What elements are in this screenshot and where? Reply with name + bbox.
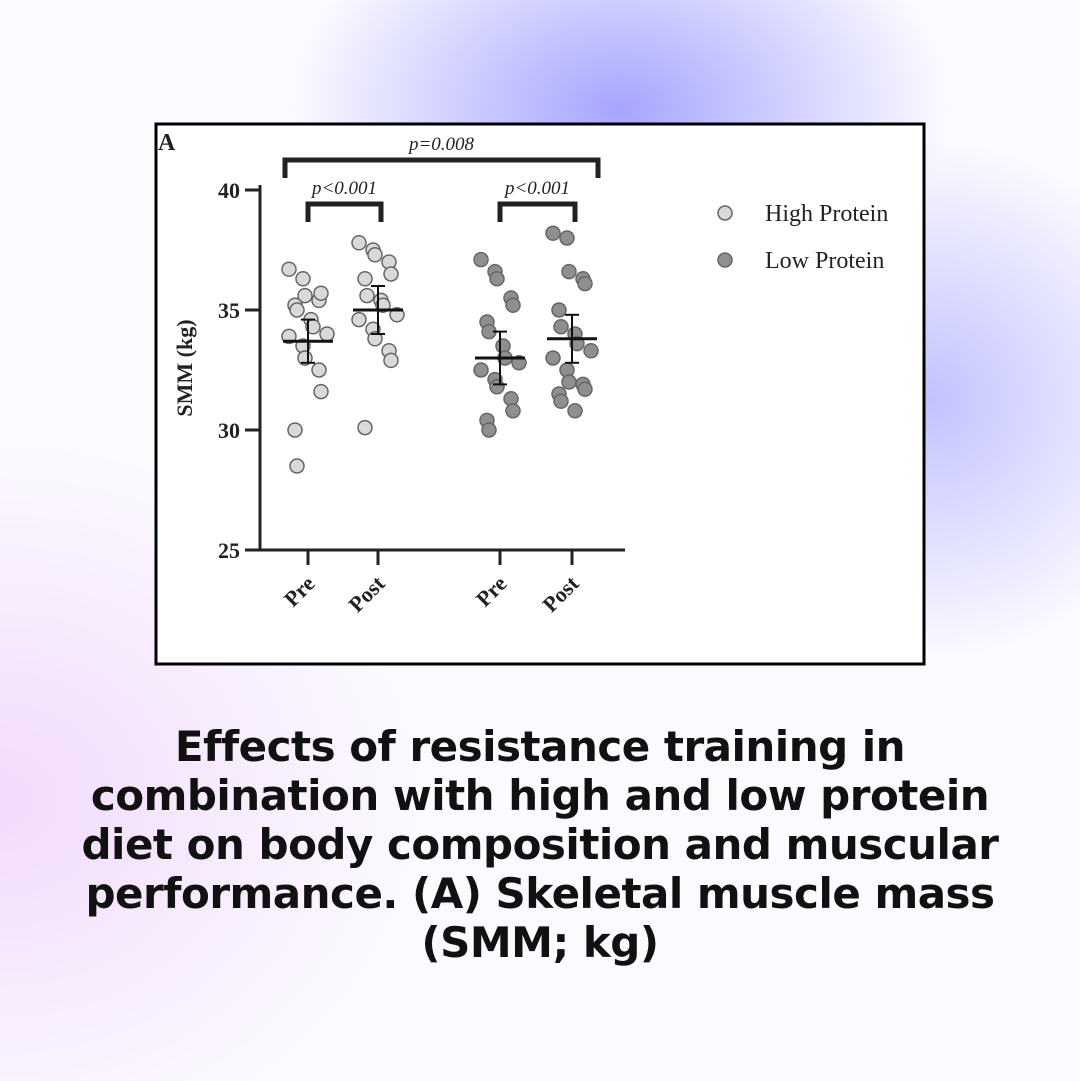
data-point bbox=[505, 297, 521, 313]
legend-marker bbox=[717, 252, 733, 268]
data-point bbox=[313, 383, 329, 400]
legend-marker bbox=[717, 205, 733, 221]
data-point bbox=[351, 235, 367, 251]
data-point bbox=[319, 326, 335, 342]
data-point bbox=[351, 311, 367, 328]
data-point bbox=[357, 271, 373, 287]
data-point bbox=[489, 271, 505, 287]
chart-frame bbox=[154, 122, 926, 666]
p-value: p<0.001 bbox=[310, 178, 377, 199]
data-point bbox=[567, 403, 583, 419]
data-point bbox=[577, 381, 593, 397]
data-point bbox=[473, 362, 489, 378]
data-point bbox=[297, 287, 313, 304]
data-point bbox=[359, 287, 375, 304]
data-point bbox=[553, 319, 569, 335]
data-point bbox=[489, 379, 505, 395]
data-point bbox=[505, 403, 521, 419]
y-tick-label: 25 bbox=[218, 538, 240, 563]
data-point bbox=[289, 302, 305, 318]
data-point bbox=[553, 393, 569, 409]
data-point bbox=[583, 343, 599, 359]
data-point bbox=[561, 263, 577, 280]
data-point bbox=[551, 302, 567, 318]
data-point bbox=[367, 247, 383, 263]
p-value: p<0.001 bbox=[503, 178, 570, 199]
significance-bracket bbox=[282, 157, 601, 178]
legend-label: High Protein bbox=[765, 201, 888, 227]
y-tick-label: 40 bbox=[218, 178, 240, 203]
data-point bbox=[281, 261, 297, 277]
data-point bbox=[311, 362, 327, 378]
data-point bbox=[545, 350, 561, 366]
p-value: p=0.008 bbox=[407, 134, 475, 155]
significance-bracket bbox=[497, 201, 578, 222]
data-point bbox=[481, 422, 497, 438]
y-tick-label: 30 bbox=[218, 418, 240, 443]
data-point bbox=[383, 352, 399, 369]
data-point bbox=[295, 271, 311, 287]
y-axis-title: SMM (kg) bbox=[172, 319, 197, 416]
significance-bracket bbox=[305, 201, 384, 222]
data-point bbox=[545, 225, 561, 241]
data-point bbox=[561, 374, 577, 390]
legend-label: Low Protein bbox=[765, 248, 884, 274]
data-point bbox=[383, 266, 399, 282]
data-point bbox=[289, 458, 305, 474]
data-point bbox=[313, 285, 329, 301]
data-point bbox=[367, 331, 383, 347]
caption: Effects of resistance training in combin… bbox=[81, 722, 999, 967]
data-point bbox=[559, 230, 575, 246]
data-point bbox=[577, 275, 593, 292]
data-point bbox=[287, 422, 303, 438]
data-point bbox=[357, 419, 373, 436]
data-point bbox=[473, 251, 489, 268]
y-tick-label: 35 bbox=[218, 298, 240, 323]
panel-label: A bbox=[158, 130, 176, 156]
